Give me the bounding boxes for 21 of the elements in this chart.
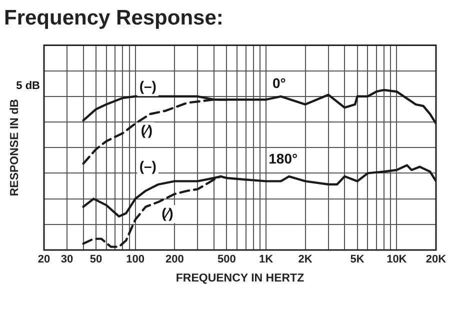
x-tick-label: 100 bbox=[126, 254, 145, 266]
x-tick-label: 20K bbox=[426, 254, 446, 266]
chart-title: Frequency Response: bbox=[4, 6, 224, 30]
x-tick-label: 5K bbox=[350, 254, 364, 266]
x-tick-label: 1K bbox=[258, 254, 274, 266]
x-tick-label: 500 bbox=[217, 254, 236, 266]
annotation: (⁄) bbox=[140, 122, 153, 138]
annotation: (–) bbox=[139, 78, 156, 94]
x-tick-label: 2K bbox=[298, 254, 312, 266]
text: 5 dB bbox=[16, 80, 40, 92]
x-tick-label: 30 bbox=[60, 254, 74, 266]
annotation: 0° bbox=[272, 74, 286, 91]
x-tick-label: 10K bbox=[386, 254, 407, 266]
x-tick-label: 200 bbox=[165, 254, 184, 266]
annotation: (–) bbox=[139, 158, 156, 174]
annotation: 180° bbox=[268, 150, 298, 167]
x-tick-label: 50 bbox=[90, 254, 102, 266]
x-axis-title: FREQUENCY IN HERTZ bbox=[176, 272, 304, 284]
annotation: (⁄) bbox=[162, 205, 174, 222]
x-tick-label: 20 bbox=[38, 254, 50, 266]
y-axis-title: RESPONSE IN dB bbox=[9, 99, 22, 196]
